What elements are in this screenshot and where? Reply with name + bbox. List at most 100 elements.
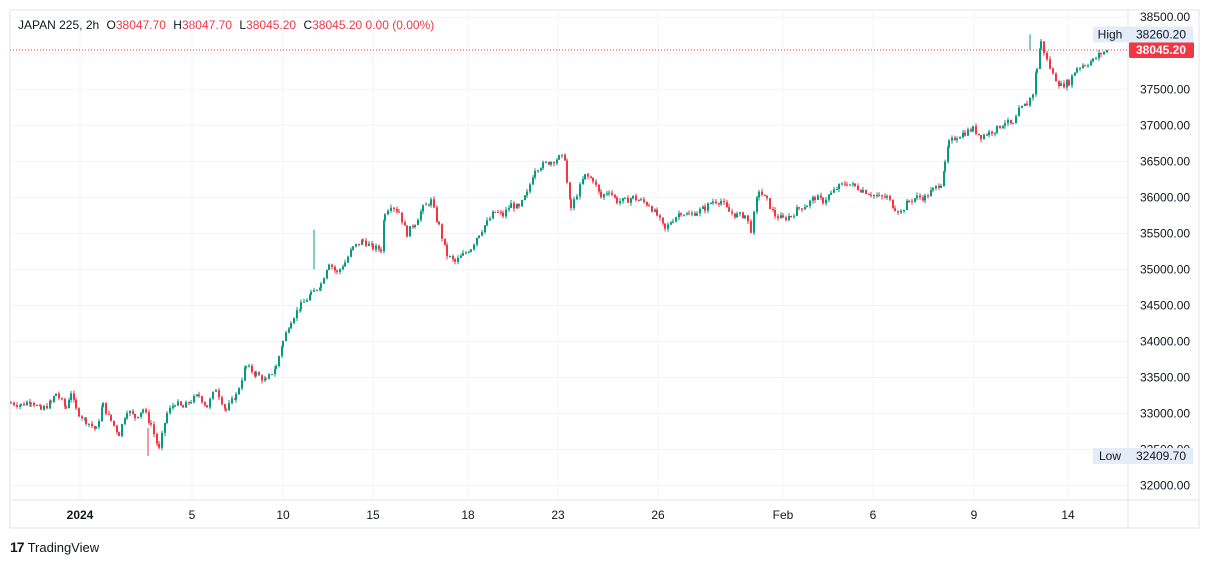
- candle-body: [793, 215, 795, 217]
- candle-body: [494, 211, 496, 213]
- candle-body: [943, 171, 945, 186]
- candle-body: [592, 177, 594, 182]
- candle-body: [68, 399, 70, 409]
- candle-body: [734, 213, 736, 218]
- candle-body: [91, 423, 93, 427]
- candle-body: [978, 133, 980, 136]
- candle-body: [303, 301, 305, 303]
- candle-body: [892, 199, 894, 209]
- candle-body: [1012, 123, 1014, 125]
- candle-body: [355, 243, 357, 247]
- candle-body: [420, 211, 422, 220]
- footer-brand[interactable]: 17 TradingView: [10, 539, 99, 555]
- candle-body: [606, 193, 608, 195]
- candle-body: [508, 207, 510, 210]
- candle-body: [319, 287, 321, 290]
- candle-body: [561, 154, 563, 156]
- candle-body: [258, 372, 260, 376]
- candle-body: [932, 188, 934, 191]
- candle-body: [334, 266, 336, 271]
- candle-body: [914, 198, 916, 202]
- candle-body: [664, 223, 666, 229]
- candle-body: [174, 405, 176, 407]
- candle-body: [534, 170, 536, 178]
- candle-body: [10, 402, 12, 404]
- candle-body: [753, 211, 755, 233]
- candle-body: [540, 168, 542, 171]
- candle-body: [1043, 41, 1045, 53]
- close-value: 38045.20: [312, 18, 363, 32]
- candle-body: [1098, 52, 1100, 59]
- candle-body: [361, 239, 363, 245]
- candle-body: [579, 184, 581, 197]
- candle-body: [505, 209, 507, 217]
- candle-body: [172, 405, 174, 408]
- candle-body: [225, 408, 227, 410]
- candle-body: [473, 244, 475, 250]
- candle-body: [518, 204, 520, 207]
- candle-body: [537, 170, 539, 172]
- candle-body: [1032, 94, 1034, 98]
- candle-body: [331, 264, 333, 267]
- candle-body: [336, 270, 338, 272]
- high-marker-value: 38260.20: [1136, 28, 1186, 42]
- candle-body: [85, 418, 87, 424]
- candle-body: [972, 126, 974, 132]
- candle-body: [320, 283, 322, 288]
- candle-body: [970, 129, 972, 132]
- candle-body: [33, 403, 35, 406]
- open-label: O: [106, 18, 116, 32]
- candle-body: [1079, 67, 1081, 69]
- candle-body: [1058, 81, 1060, 87]
- candle-body: [20, 403, 22, 406]
- candle-body: [804, 207, 806, 210]
- y-tick-label: 35500.00: [1140, 226, 1190, 240]
- candle-body: [78, 408, 80, 417]
- candle-body: [36, 405, 38, 407]
- candle-body: [944, 161, 946, 172]
- candle-body: [956, 138, 958, 140]
- candle-body: [715, 201, 717, 204]
- candle-body: [672, 221, 674, 223]
- candle-body: [218, 390, 220, 398]
- candle-body: [801, 208, 803, 210]
- candle-body: [409, 226, 411, 237]
- candle-body: [844, 183, 846, 185]
- candle-body: [328, 264, 330, 270]
- candle-body: [680, 213, 682, 215]
- symbol-label: JAPAN 225: [18, 18, 80, 32]
- candle-body: [622, 198, 624, 202]
- candle-body: [616, 197, 618, 204]
- candle-body: [747, 215, 749, 222]
- candle-body: [497, 211, 499, 213]
- candle-body: [769, 198, 771, 209]
- candle-body: [718, 203, 720, 205]
- candle-body: [49, 400, 51, 409]
- open-value: 38047.70: [115, 18, 166, 32]
- candle-body: [444, 238, 446, 245]
- candle-body: [245, 366, 247, 368]
- candle-body: [198, 394, 200, 397]
- candle-body: [502, 212, 504, 217]
- candle-body: [309, 294, 311, 301]
- candle-body: [1007, 119, 1009, 124]
- y-tick-label: 32000.00: [1140, 479, 1190, 493]
- candle-body: [209, 398, 211, 408]
- candle-body: [532, 177, 534, 185]
- candle-body: [75, 399, 77, 409]
- candle-body: [274, 369, 276, 375]
- candle-body: [1092, 58, 1094, 62]
- candle-body: [878, 195, 880, 197]
- candle-body: [967, 129, 969, 136]
- candle-body: [927, 195, 929, 197]
- candle-body: [166, 413, 168, 423]
- candle-body: [854, 183, 856, 186]
- candle-body: [916, 195, 918, 199]
- candle-body: [362, 239, 364, 241]
- candle-body: [396, 208, 398, 212]
- candle-body: [806, 205, 808, 208]
- candle-body: [598, 184, 600, 192]
- candle-body: [1004, 123, 1006, 126]
- candle-body: [510, 203, 512, 208]
